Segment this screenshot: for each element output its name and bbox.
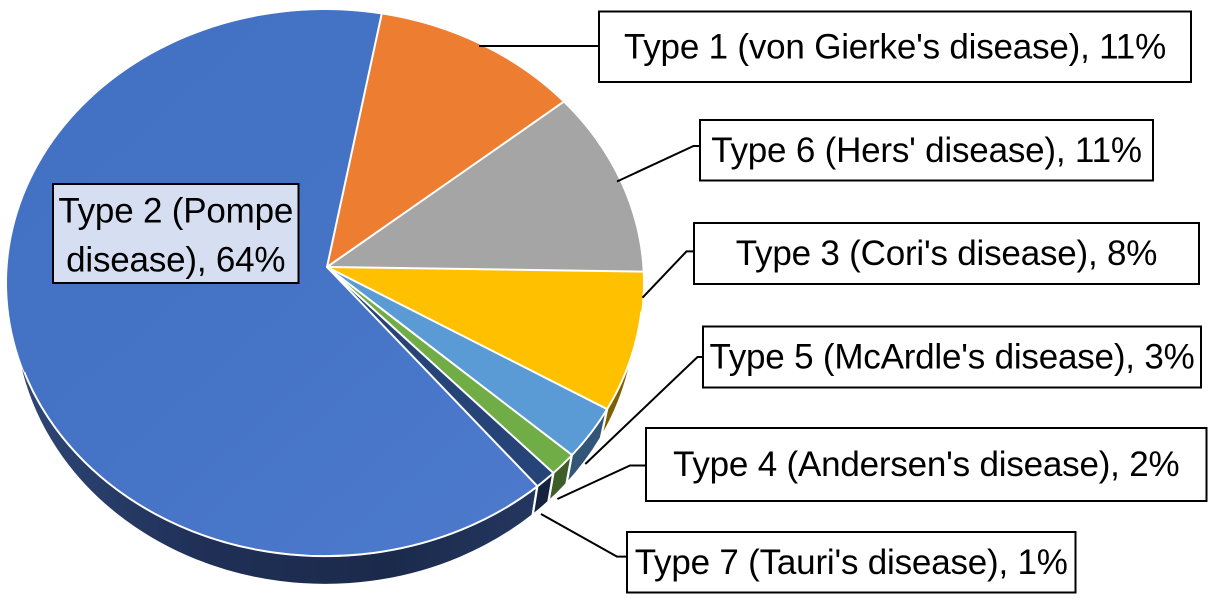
svg-text:Type 4 (Andersen's disease), 2: Type 4 (Andersen's disease), 2% — [673, 445, 1179, 484]
svg-text:Type 1 (von Gierke's disease),: Type 1 (von Gierke's disease), 11% — [624, 27, 1166, 66]
svg-text:Type 5 (McArdle's disease), 3%: Type 5 (McArdle's disease), 3% — [709, 338, 1194, 377]
svg-text:disease), 64%: disease), 64% — [66, 241, 285, 280]
svg-text:Type 6 (Hers' disease), 11%: Type 6 (Hers' disease), 11% — [711, 131, 1142, 170]
svg-text:Type 3 (Cori's disease), 8%: Type 3 (Cori's disease), 8% — [736, 234, 1157, 273]
svg-text:Type 2 (Pompe: Type 2 (Pompe — [58, 192, 293, 231]
svg-text:Type 7 (Tauri's disease), 1%: Type 7 (Tauri's disease), 1% — [635, 543, 1068, 582]
